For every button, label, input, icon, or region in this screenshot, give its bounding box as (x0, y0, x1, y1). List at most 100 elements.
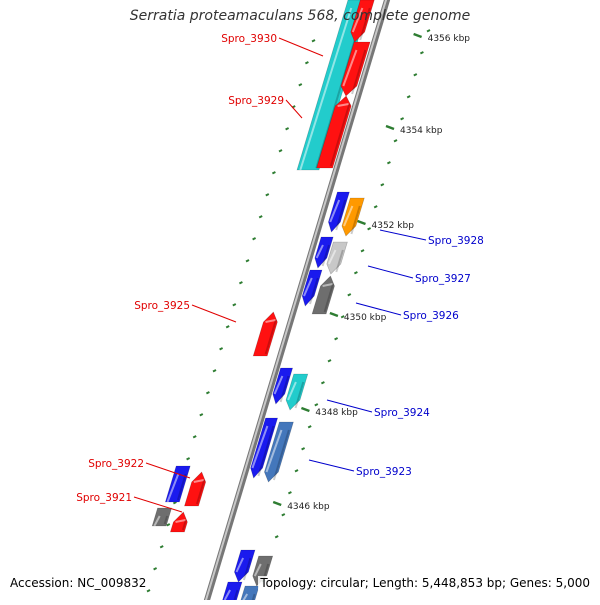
track-dot (166, 523, 171, 527)
kbp-tick-mark (329, 311, 339, 318)
track-dot (159, 545, 164, 549)
track-dot (304, 61, 309, 65)
gene-label-leader (285, 99, 303, 119)
track-dot (301, 447, 306, 451)
kbp-tick-label: 4350 kbp (344, 313, 387, 323)
gene-feature-red (252, 311, 278, 357)
track-dot (258, 215, 263, 219)
gene-label-leader (278, 37, 324, 57)
gene-feature-light-gray (326, 241, 348, 275)
gene-label-leader (145, 462, 191, 479)
gene-label: Spro_3930 (221, 33, 277, 45)
gene-label: Spro_3925 (134, 300, 190, 312)
gene-feature-steel-blue (239, 585, 260, 605)
track-dot (334, 337, 339, 341)
track-dot (212, 369, 217, 373)
gene-feature-blue (328, 191, 350, 233)
track-dot (307, 425, 312, 429)
track-dot (271, 171, 276, 175)
gene-label: Spro_3921 (76, 492, 132, 504)
track-dot (347, 293, 352, 297)
track-dot (265, 193, 270, 197)
track-dot (219, 347, 224, 351)
track-dot (314, 403, 319, 407)
gene-feature-red (169, 511, 188, 533)
gene-label: Spro_3929 (228, 95, 284, 107)
track-dot (373, 205, 378, 209)
gene-label: Spro_3922 (88, 458, 144, 470)
gene-feature-blue (250, 417, 279, 479)
gene-label-leader (133, 496, 183, 513)
track-dot (287, 491, 292, 495)
track-dot (232, 303, 237, 307)
gene-feature-blue (234, 549, 256, 583)
track-dot (199, 413, 204, 417)
gene-label: Spro_3926 (403, 310, 459, 322)
gene-label-leader (326, 399, 373, 413)
accession-label: Accession: NC_009832 (8, 576, 149, 590)
track-dot (281, 513, 286, 517)
track-dot (426, 29, 431, 33)
kbp-tick-mark (272, 500, 282, 507)
track-dot (278, 149, 283, 153)
genome-backbone-highlight (203, 0, 388, 605)
gene-label-leader (191, 304, 237, 323)
gene-feature-red (316, 95, 352, 169)
gene-feature-blue (272, 367, 294, 405)
kbp-tick-label: 4348 kbp (315, 408, 358, 418)
gene-label: Spro_3923 (356, 466, 412, 478)
track-dot (274, 535, 279, 539)
track-dot (192, 435, 197, 439)
kbp-tick-label: 4356 kbp (428, 34, 471, 44)
gene-feature-cyan (285, 373, 309, 411)
track-dot (186, 457, 191, 461)
kbp-tick-mark (385, 124, 395, 131)
track-dot (413, 73, 418, 77)
track-dot (360, 249, 365, 253)
track-dot (340, 315, 345, 319)
track-dot (419, 51, 424, 55)
kbp-tick-mark (300, 406, 310, 413)
track-dot (311, 39, 316, 43)
kbp-tick-mark (413, 32, 423, 39)
track-dot (285, 127, 290, 131)
genome-summary: Topology: circular; Length: 5,448,853 bp… (258, 576, 592, 590)
kbp-tick-mark (357, 219, 366, 226)
gene-label: Spro_3924 (374, 407, 430, 419)
gene-label-leader (355, 302, 402, 316)
track-dot (205, 391, 210, 395)
track-dot (298, 83, 303, 87)
gene-label-leader (308, 459, 355, 472)
track-dot (353, 271, 358, 275)
gene-feature-blue (301, 269, 323, 307)
gene-feature-red (184, 471, 207, 507)
gene-feature-red (350, 0, 375, 43)
track-dot (320, 381, 325, 385)
track-dot (327, 359, 332, 363)
track-dot (146, 589, 151, 593)
gene-label-leader (379, 229, 427, 241)
track-dot (225, 325, 230, 329)
track-dot (367, 227, 372, 231)
track-dot (252, 237, 257, 241)
track-dot (153, 567, 158, 571)
track-dot (400, 117, 405, 121)
gene-feature-steel-blue (264, 421, 294, 483)
gene-feature-red (340, 41, 371, 97)
gene-label: Spro_3927 (415, 273, 471, 285)
gene-feature-blue (222, 581, 243, 605)
track-dot (294, 469, 299, 473)
kbp-tick-label: 4346 kbp (287, 502, 330, 512)
track-dot (238, 281, 243, 285)
gene-feature-dark-gray (151, 507, 173, 527)
track-dot (406, 95, 411, 99)
kbp-tick-label: 4352 kbp (372, 221, 415, 231)
track-dot (172, 501, 177, 505)
map-title: Serratia proteamaculans 568, complete ge… (129, 8, 471, 24)
gene-feature-orange (341, 197, 365, 237)
gene-feature-blue (164, 465, 191, 503)
track-dot (380, 183, 385, 187)
track-dot (393, 139, 398, 143)
